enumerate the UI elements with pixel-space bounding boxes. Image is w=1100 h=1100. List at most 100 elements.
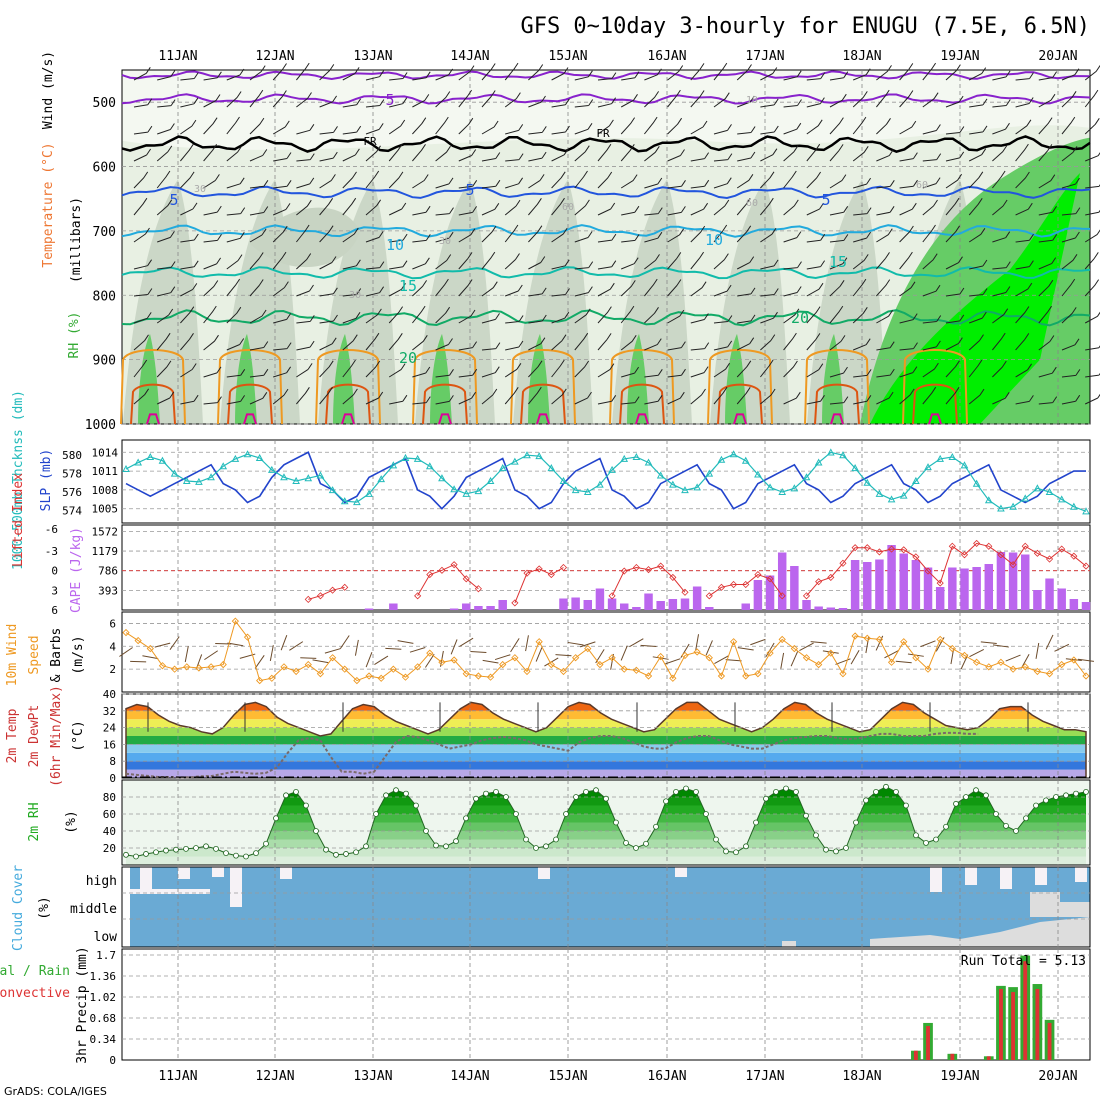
- wind-barb: [342, 388, 358, 405]
- wind-speed-point: [1033, 667, 1042, 676]
- wind-speed-point: [900, 638, 908, 646]
- precip-conv-bar: [999, 988, 1003, 1060]
- bottom-day-labels: 11JAN 12JAN 13JAN 14JAN 15JAN 16JAN 17JAN 18JAN…: [158, 1069, 1077, 1084]
- li-axis-label: Lifted Index: [11, 473, 26, 567]
- wind-barb: [412, 144, 426, 162]
- wind-barb: [922, 199, 938, 216]
- li-point: [1070, 552, 1078, 560]
- wind-barb: [365, 145, 381, 162]
- wind-barb: [899, 63, 914, 81]
- wind-barb: [620, 335, 637, 351]
- contour-label: 5: [821, 191, 830, 209]
- temp-band: [126, 744, 1086, 753]
- wind-barb: [412, 234, 431, 243]
- wind-barb: [180, 97, 199, 108]
- wind-speed-point: [839, 670, 847, 678]
- thickness-point: [997, 504, 1005, 512]
- wind-barb: [435, 306, 451, 324]
- contour-label: 5: [385, 91, 394, 109]
- rh-point: [533, 845, 539, 851]
- temp-contour-lightblue: [121, 224, 1091, 238]
- wind-barb: [713, 386, 728, 405]
- wind-barb: [133, 288, 153, 297]
- wind-barb: [365, 70, 385, 81]
- wind-barb-10m: [665, 658, 681, 665]
- middle-cloud-gap: [1030, 892, 1090, 917]
- wind-speed-point: [742, 672, 750, 680]
- rh-point: [953, 800, 959, 807]
- wind-speed-point: [790, 644, 798, 653]
- rh-point: [513, 811, 519, 817]
- precip-tick: 0.68: [90, 1012, 117, 1025]
- cape-bar: [948, 567, 957, 610]
- wind-barb: [992, 70, 1011, 81]
- wind-barb: [481, 313, 500, 324]
- chart-title: GFS 0~10day 3-hourly for ENUGU (7.5E, 6.…: [520, 14, 1090, 39]
- wind-barb: [667, 89, 681, 108]
- wind-barb: [621, 205, 640, 216]
- wind-barb: [435, 254, 452, 270]
- li-point: [523, 569, 531, 577]
- rh-band: [126, 839, 1086, 848]
- wind-barb: [1038, 305, 1053, 324]
- wind-barb: [899, 251, 913, 270]
- wind-barb: [296, 177, 315, 189]
- wind-barb: [899, 225, 914, 243]
- wind-barb: [296, 253, 312, 270]
- li-point: [1033, 549, 1041, 557]
- freezing-level: [121, 135, 1091, 154]
- wind-barb: [157, 99, 176, 108]
- wind-barb-10m: [695, 634, 700, 651]
- wind-barb: [180, 283, 198, 297]
- wind-barb-10m: [510, 638, 520, 653]
- wind-barb: [273, 366, 292, 378]
- wind-speed-point: [462, 670, 470, 678]
- wind-barb: [342, 171, 357, 189]
- wind-speed-point: [802, 654, 811, 662]
- temp-contour-magenta: [536, 413, 550, 425]
- panel-frame: [121, 611, 1091, 693]
- wind-units-label: (m/s): [71, 635, 86, 674]
- cloud-cover-panel: high middle low Cloud Cover (%): [11, 865, 1091, 951]
- rh-point: [383, 792, 389, 799]
- wind-barb: [203, 334, 219, 351]
- wind-barb: [156, 170, 171, 189]
- wind-barb: [203, 280, 219, 297]
- wind-barb: [945, 360, 960, 378]
- thickness-point: [754, 470, 762, 478]
- thickness-point: [146, 452, 155, 461]
- thickness-point: [438, 474, 446, 482]
- wind-barb: [481, 179, 501, 189]
- thickness-point: [693, 483, 701, 491]
- wind-barb: [574, 308, 591, 324]
- wind-speed-point: [231, 617, 240, 625]
- wind-barb: [644, 369, 663, 378]
- wind-barb-10m: [535, 646, 543, 662]
- wind-barb: [273, 342, 292, 351]
- wind-axis-label: Wind (m/s): [41, 51, 56, 129]
- wind-barb: [1061, 91, 1077, 108]
- wind-barb: [156, 360, 172, 378]
- thickness-point: [717, 455, 726, 463]
- cape-bar: [1045, 578, 1054, 610]
- wind-barb: [203, 117, 218, 135]
- wind-barb: [388, 171, 404, 189]
- rh-point: [943, 823, 949, 830]
- wind-barb: [574, 391, 592, 405]
- cape-tick: 1179: [92, 545, 119, 558]
- temp-contour-orange: [510, 349, 576, 425]
- wind-barb: [180, 119, 197, 135]
- thickness-point: [571, 486, 580, 494]
- rh-point: [643, 840, 649, 847]
- wind-barb: [806, 260, 826, 270]
- wind-speed-point: [705, 654, 713, 662]
- wind-barb: [620, 305, 635, 324]
- rh-point: [493, 789, 499, 795]
- wind-barb: [226, 254, 243, 270]
- wind-barb: [992, 122, 1010, 135]
- wind-barb: [133, 67, 151, 81]
- wind-speed-point: [1082, 672, 1090, 680]
- rh-band: [126, 805, 1086, 814]
- rh-point: [343, 851, 349, 857]
- run-total: Run Total = 5.13: [961, 954, 1086, 969]
